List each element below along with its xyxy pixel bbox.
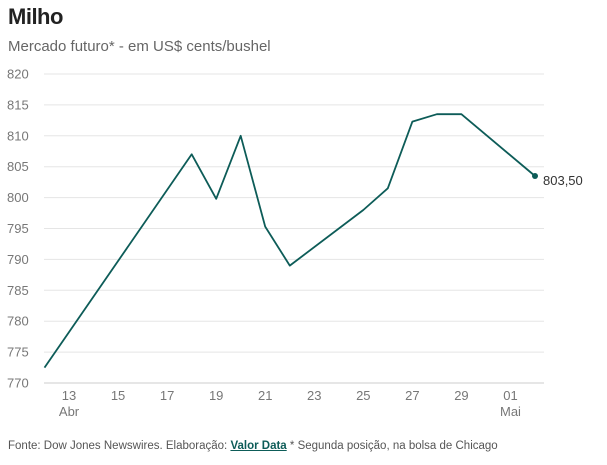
x-tick-label-23: 23 <box>307 388 321 403</box>
y-tick-label-780: 780 <box>7 314 29 329</box>
x-tick-label-15: 15 <box>111 388 125 403</box>
source-text: Fonte: Dow Jones Newswires. Elaboração: <box>8 440 228 452</box>
y-tick-label-805: 805 <box>7 159 29 174</box>
x-tick-sublabel-Mai: Mai <box>500 404 521 419</box>
y-tick-label-810: 810 <box>7 128 29 143</box>
x-tick-label-29: 29 <box>454 388 468 403</box>
end-point-marker <box>532 172 538 179</box>
x-tick-label-21: 21 <box>258 388 272 403</box>
footer-source: Fonte: Dow Jones Newswires. Elaboração: … <box>8 440 498 452</box>
y-tick-label-820: 820 <box>7 67 29 82</box>
chart-title: Milho <box>8 4 63 29</box>
brand-link[interactable]: Valor Data <box>230 440 287 452</box>
end-value-label: 803,50 <box>543 173 583 188</box>
y-tick-label-775: 775 <box>7 345 29 360</box>
x-tick-label-13: 13 <box>62 388 76 403</box>
x-tick-label-17: 17 <box>160 388 174 403</box>
x-tick-label-27: 27 <box>405 388 419 403</box>
x-tick-label-25: 25 <box>356 388 370 403</box>
y-tick-label-785: 785 <box>7 283 29 298</box>
chart-subtitle: Mercado futuro* - em US$ cents/bushel <box>8 38 271 55</box>
x-tick-label-19: 19 <box>209 388 223 403</box>
x-tick-sublabel-Abr: Abr <box>59 404 80 419</box>
y-tick-label-795: 795 <box>7 221 29 236</box>
y-tick-label-800: 800 <box>7 190 29 205</box>
y-tick-label-770: 770 <box>7 376 29 391</box>
series-line <box>43 113 536 369</box>
footnote-text: * Segunda posição, na bolsa de Chicago <box>289 440 498 452</box>
y-tick-label-815: 815 <box>7 97 29 112</box>
y-tick-label-790: 790 <box>7 252 29 267</box>
x-tick-label-01: 01 <box>503 388 517 403</box>
